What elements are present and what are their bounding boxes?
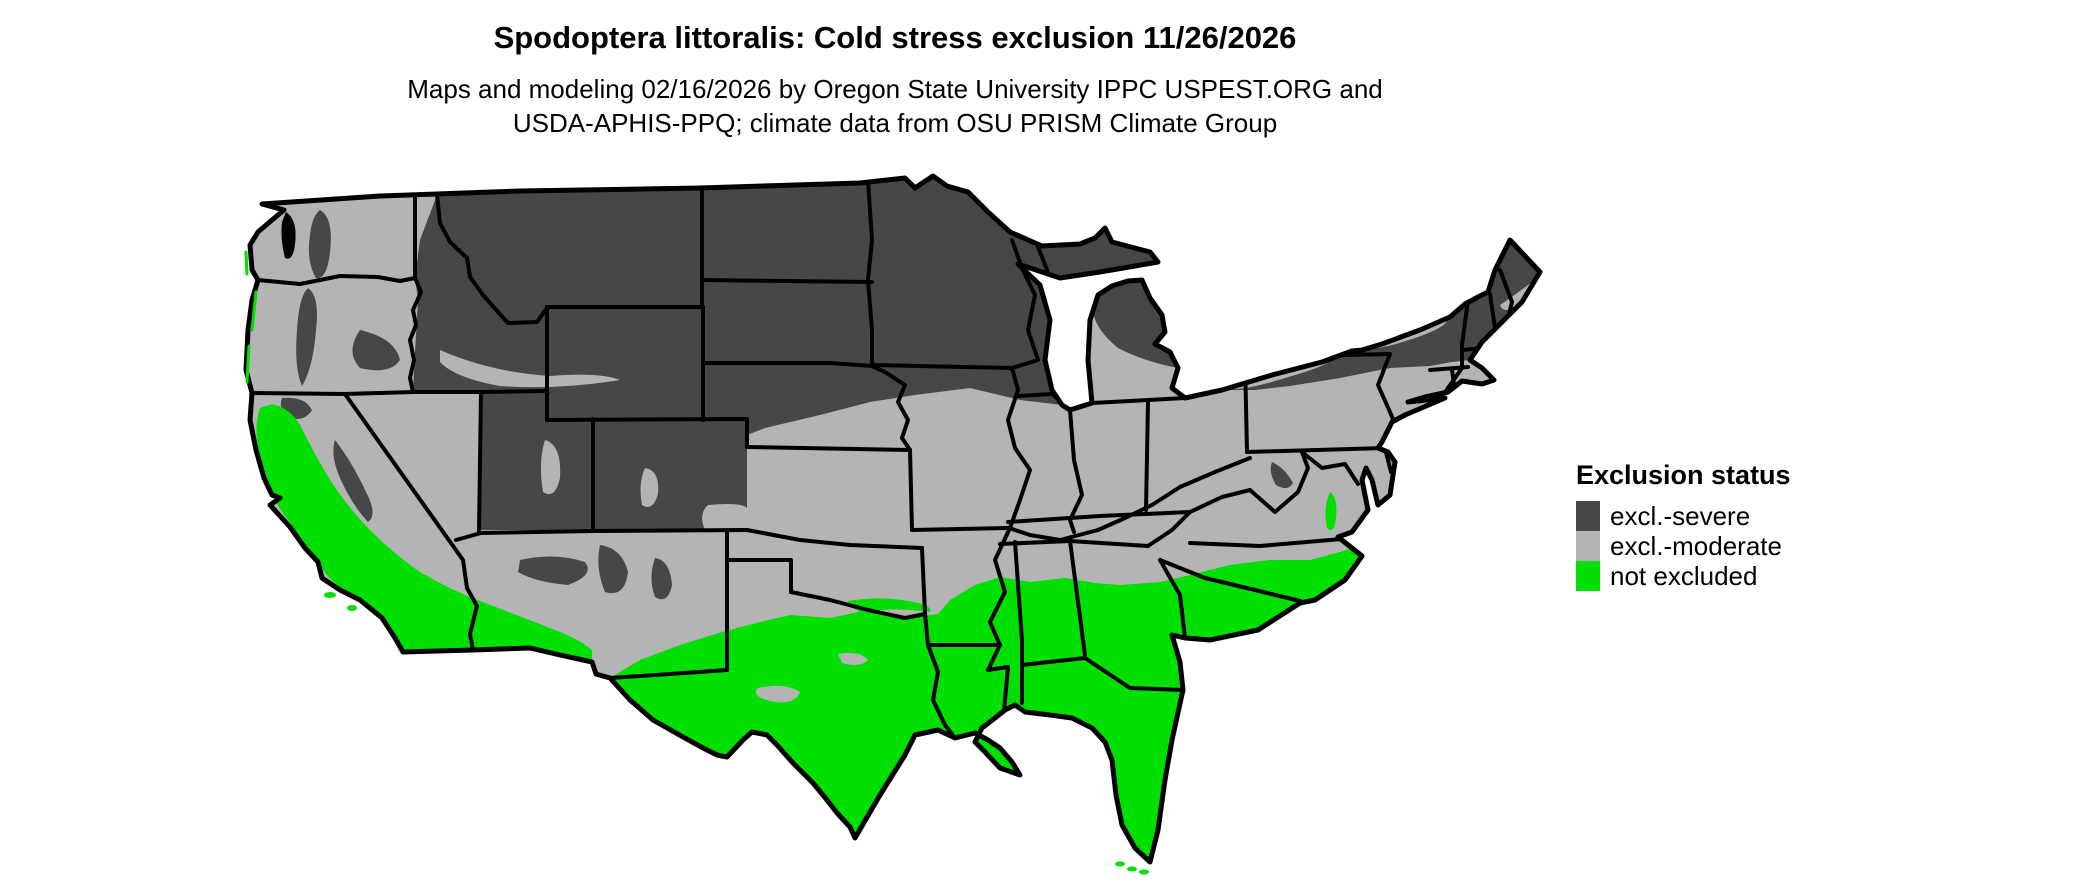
map-region-moderate-over-green xyxy=(755,652,868,703)
map-subtitle-line1: Maps and modeling 02/16/2026 by Oregon S… xyxy=(407,74,1383,104)
legend-swatch-severe-icon xyxy=(1576,501,1600,531)
coastal-green-slivers xyxy=(244,250,258,384)
legend-item-not-excluded: not excluded xyxy=(1576,561,1791,591)
national-boundary xyxy=(243,173,1543,865)
legend: Exclusion status excl.-severe excl.-mode… xyxy=(1576,460,1791,591)
puget-sound xyxy=(281,212,296,259)
map-title: Spodoptera littoralis: Cold stress exclu… xyxy=(493,20,1297,55)
islands xyxy=(324,592,1149,875)
legend-item-moderate: excl.-moderate xyxy=(1576,531,1791,561)
legend-label-severe: excl.-severe xyxy=(1610,500,1751,531)
legend-swatch-not-excluded-icon xyxy=(1576,561,1600,591)
legend-title: Exclusion status xyxy=(1576,460,1791,490)
map-subtitle-line2: USDA-APHIS-PPQ; climate data from OSU PR… xyxy=(512,108,1278,138)
map-header: Spodoptera littoralis: Cold stress exclu… xyxy=(0,0,1790,140)
legend-swatch-moderate-icon xyxy=(1576,531,1600,561)
legend-label-moderate: excl.-moderate xyxy=(1610,530,1782,561)
legend-item-severe: excl.-severe xyxy=(1576,501,1791,531)
map-subtitle: Maps and modeling 02/16/2026 by Oregon S… xyxy=(0,72,1790,140)
legend-label-not-excluded: not excluded xyxy=(1610,560,1758,591)
